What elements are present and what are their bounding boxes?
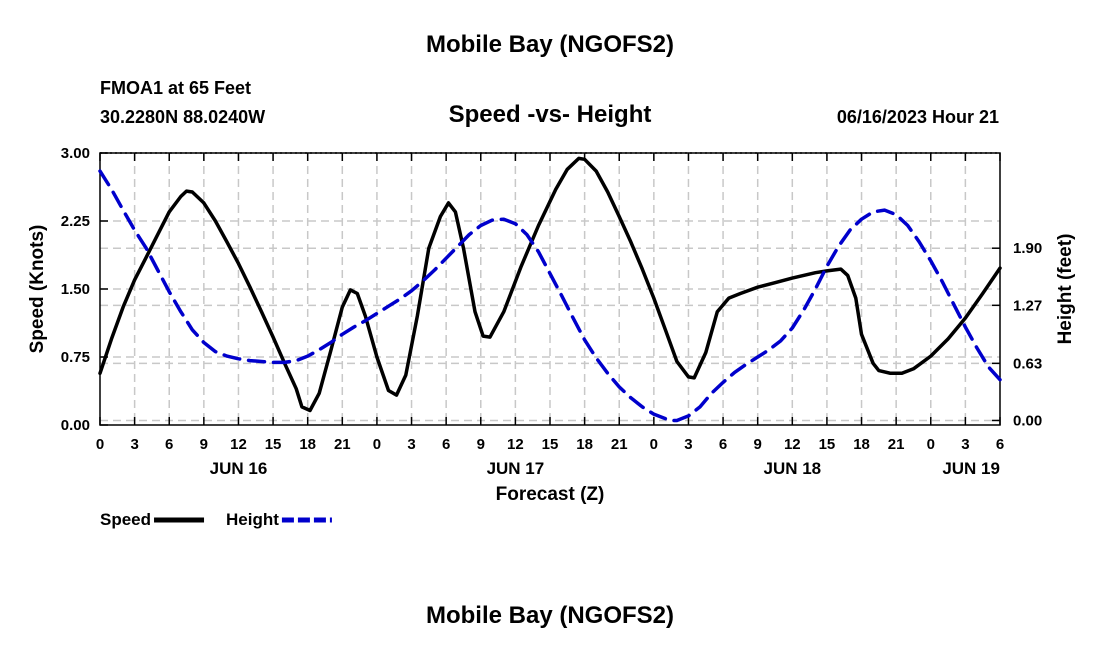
footer-title: Mobile Bay (NGOFS2) bbox=[425, 602, 675, 629]
x-tick-label: 6 bbox=[719, 436, 727, 453]
x-tick-label: 15 bbox=[542, 436, 559, 453]
x-tick-label: 3 bbox=[961, 436, 969, 453]
x-tick-label: 0 bbox=[927, 436, 935, 453]
x-tick-label: 18 bbox=[299, 436, 316, 453]
x-day-label: JUN 18 bbox=[763, 459, 821, 478]
legend-label-speed: Speed bbox=[100, 510, 151, 529]
chart-title: Mobile Bay (NGOFS2) bbox=[425, 31, 675, 58]
x-axis-title: Forecast (Z) bbox=[496, 484, 605, 505]
x-tick-label: 21 bbox=[888, 436, 905, 453]
y-tick-label: 3.00 bbox=[61, 145, 90, 162]
y2-tick-label: 1.90 bbox=[1013, 240, 1042, 257]
x-tick-label: 6 bbox=[996, 436, 1004, 453]
y2-tick-label: 0.63 bbox=[1013, 355, 1042, 372]
x-tick-label: 9 bbox=[477, 436, 485, 453]
x-tick-label: 21 bbox=[611, 436, 628, 453]
coordinates-label: 30.2280N 88.0240W bbox=[100, 107, 266, 127]
x-tick-label: 12 bbox=[784, 436, 801, 453]
y-tick-label: 1.50 bbox=[61, 281, 90, 298]
x-day-label: JUN 16 bbox=[210, 459, 268, 478]
x-tick-label: 3 bbox=[684, 436, 692, 453]
x-tick-label: 0 bbox=[96, 436, 104, 453]
x-tick-label: 12 bbox=[230, 436, 247, 453]
x-tick-label: 3 bbox=[130, 436, 138, 453]
x-tick-label: 0 bbox=[373, 436, 381, 453]
x-tick-label: 18 bbox=[576, 436, 593, 453]
x-tick-label: 3 bbox=[407, 436, 415, 453]
y-tick-label: 0.75 bbox=[61, 349, 90, 366]
chart-subtitle: Speed -vs- Height bbox=[448, 101, 652, 128]
x-tick-label: 9 bbox=[200, 436, 208, 453]
y-tick-label: 2.25 bbox=[61, 213, 90, 230]
x-tick-label: 15 bbox=[819, 436, 836, 453]
x-day-label: JUN 19 bbox=[942, 459, 1000, 478]
y2-axis-title: Height (feet) bbox=[1055, 234, 1076, 345]
station-label: FMOA1 at 65 Feet bbox=[100, 78, 252, 98]
y-axis-title: Speed (Knots) bbox=[27, 225, 48, 354]
x-tick-label: 6 bbox=[165, 436, 173, 453]
x-tick-label: 18 bbox=[853, 436, 870, 453]
x-day-label: JUN 17 bbox=[487, 459, 545, 478]
x-tick-label: 6 bbox=[442, 436, 450, 453]
x-tick-label: 0 bbox=[650, 436, 658, 453]
y-tick-label: 0.00 bbox=[61, 417, 90, 434]
y2-tick-label: 1.27 bbox=[1013, 297, 1042, 314]
legend-label-height: Height bbox=[226, 510, 279, 529]
series-line-speed bbox=[98, 156, 1002, 413]
x-tick-label: 12 bbox=[507, 436, 524, 453]
series-line-height bbox=[98, 169, 1002, 423]
x-tick-label: 9 bbox=[754, 436, 762, 453]
x-tick-label: 21 bbox=[334, 436, 351, 453]
timestamp-label: 06/16/2023 Hour 21 bbox=[836, 107, 999, 127]
x-tick-label: 15 bbox=[265, 436, 282, 453]
y2-tick-label: 0.00 bbox=[1013, 412, 1042, 429]
